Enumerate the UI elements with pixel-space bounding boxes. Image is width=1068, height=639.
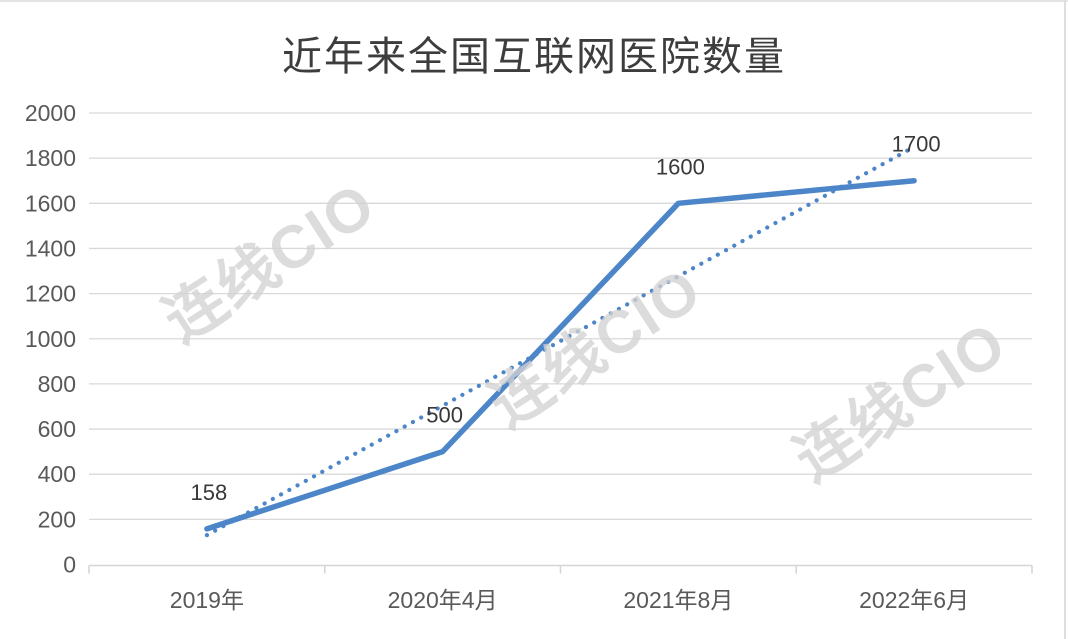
y-axis-label: 200 bbox=[38, 506, 76, 532]
x-axis-label: 2019年 bbox=[170, 587, 244, 613]
y-axis-label: 600 bbox=[38, 416, 76, 442]
x-axis-label: 2020年4月 bbox=[388, 587, 498, 613]
x-axis-label: 2021年8月 bbox=[623, 587, 733, 613]
trendline-dotted bbox=[204, 144, 917, 538]
y-axis-label: 1800 bbox=[25, 145, 76, 171]
page-right-border bbox=[1064, 0, 1066, 639]
y-axis-label: 400 bbox=[38, 461, 76, 487]
y-axis-label: 1400 bbox=[25, 235, 76, 261]
y-axis-label: 1600 bbox=[25, 190, 76, 216]
y-axis-label: 2000 bbox=[25, 100, 76, 126]
y-axis-label: 800 bbox=[38, 371, 76, 397]
y-axis-label: 1200 bbox=[25, 281, 76, 307]
y-axis-label: 1000 bbox=[25, 326, 76, 352]
x-axis-label: 2022年6月 bbox=[859, 587, 969, 613]
chart-title: 近年来全国互联网医院数量 bbox=[282, 34, 786, 80]
data-point-label: 1700 bbox=[892, 132, 941, 157]
y-axis-label: 0 bbox=[63, 552, 76, 578]
series-line bbox=[204, 177, 917, 532]
data-point-label: 1600 bbox=[656, 154, 705, 179]
page-top-border bbox=[0, 0, 1068, 2]
data-point-label: 158 bbox=[191, 480, 228, 505]
data-point-label: 500 bbox=[426, 403, 463, 428]
